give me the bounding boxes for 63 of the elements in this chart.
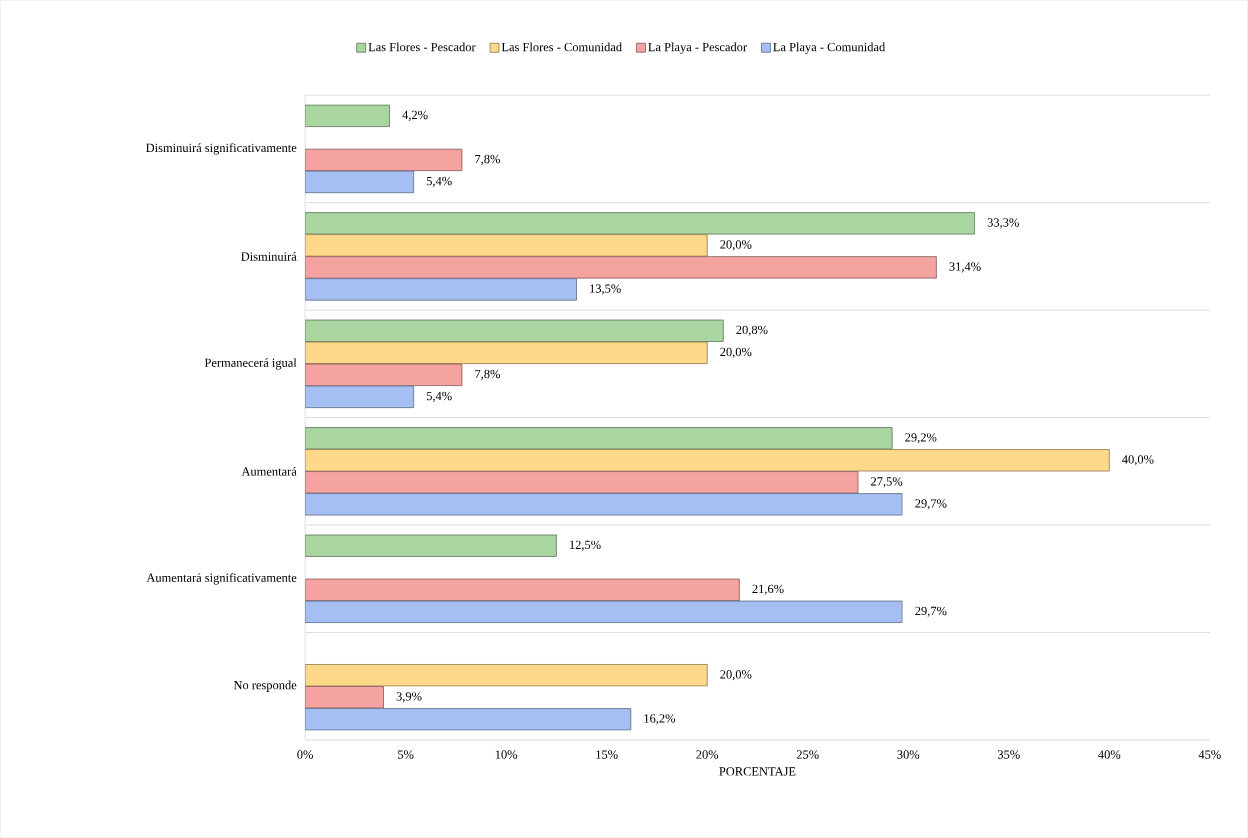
x-tick-label: 20% (696, 750, 719, 759)
x-tick-label: 25% (796, 750, 819, 759)
data-label: 31,4% (949, 262, 981, 273)
bar (305, 493, 903, 516)
x-tick-label: 5% (398, 750, 414, 759)
bar (305, 212, 975, 235)
bar (305, 600, 903, 623)
legend-label: La Playa - Comunidad (773, 42, 886, 54)
bar (305, 319, 724, 342)
data-label: 33,3% (987, 218, 1019, 229)
data-label: 20,0% (720, 240, 752, 251)
bar (305, 686, 384, 709)
data-label: 7,8% (475, 369, 500, 380)
y-tick-label: No responde (233, 680, 297, 692)
y-tick-label: Disminuirá significativamente (146, 143, 297, 155)
x-tick-label: 45% (1198, 750, 1221, 759)
data-label: 7,8% (475, 154, 500, 165)
bar (305, 708, 632, 731)
bar (305, 278, 577, 301)
x-tick-label: 30% (897, 750, 920, 759)
x-tick-label: 10% (495, 750, 518, 759)
data-label: 20,8% (736, 325, 768, 336)
data-label: 13,5% (590, 284, 621, 295)
legend-label: Las Flores - Comunidad (501, 42, 622, 52)
data-label: 3,9% (396, 692, 422, 703)
legend-label: La Playa - Pescador (648, 42, 747, 54)
data-label: 40,0% (1122, 455, 1154, 466)
data-label: 16,2% (644, 714, 676, 725)
bar (305, 170, 415, 194)
y-tick-label: Disminuirá (241, 251, 297, 261)
bar (305, 664, 708, 687)
y-tick-label: Aumentará (241, 466, 297, 476)
x-tick-label: 40% (1098, 750, 1121, 759)
bar (305, 148, 463, 171)
bar (305, 471, 859, 494)
x-axis-title: PORCENTAJE (719, 767, 796, 776)
data-label: 20,0% (720, 670, 752, 681)
x-tick-label: 0% (297, 750, 313, 759)
x-tick-label: 35% (997, 750, 1020, 759)
data-label: 4,2% (402, 110, 428, 121)
bar (305, 341, 708, 364)
bar (305, 363, 463, 386)
bar (305, 256, 937, 279)
data-label: 29,2% (905, 433, 937, 444)
y-tick-label: Permanecerá igual (204, 358, 297, 370)
data-label: 29,7% (915, 499, 947, 510)
y-tick-label: Aumentará significativamente (146, 572, 297, 585)
bar (305, 234, 708, 257)
data-label: 5,4% (426, 176, 452, 187)
data-label: 20,0% (720, 347, 752, 358)
data-label: 5,4% (426, 391, 452, 402)
data-label: 27,5% (871, 477, 903, 488)
data-label: 12,5% (570, 540, 601, 551)
data-label: 21,6% (752, 584, 784, 595)
data-label: 29,7% (915, 606, 947, 617)
bar (305, 104, 390, 127)
x-tick-label: 15% (596, 750, 618, 759)
bar (305, 449, 1110, 472)
bar (305, 427, 893, 450)
bar (305, 578, 740, 601)
bar (305, 534, 557, 557)
bar (305, 385, 415, 408)
legend-label: Las Flores - Pescador (368, 42, 476, 52)
